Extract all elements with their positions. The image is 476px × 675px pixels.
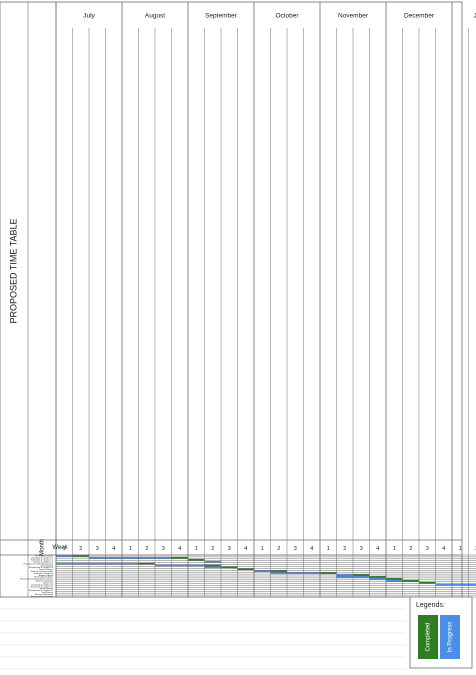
week-label: 1 [63, 546, 66, 552]
in-progress-cell [287, 572, 304, 574]
in-progress-cell [188, 565, 205, 567]
completed-cell [238, 568, 255, 570]
month-header: Month [40, 539, 46, 556]
week-label: 4 [112, 546, 115, 552]
week-label: 1 [393, 546, 396, 552]
week-label: 1 [261, 546, 264, 552]
in-progress-cell [106, 557, 123, 559]
in-progress-cell [353, 576, 370, 578]
week-label: 1 [195, 546, 198, 552]
completed-cell [370, 576, 387, 578]
completed-cell [221, 566, 238, 568]
completed-cell [320, 572, 337, 574]
week-label: 3 [228, 546, 231, 552]
in-progress-cell [155, 557, 172, 559]
completed-cell [419, 582, 436, 584]
week-label: 2 [145, 546, 148, 552]
month-label: November [338, 13, 369, 20]
week-header: Week [52, 545, 68, 551]
in-progress-cell [56, 563, 73, 565]
completed-cell [172, 557, 189, 559]
in-progress-cell [122, 563, 139, 565]
completed-cell [139, 563, 156, 565]
in-progress-cell [452, 584, 469, 586]
in-progress-cell [122, 557, 139, 559]
in-progress-cell [172, 565, 189, 567]
week-label: 3 [360, 546, 363, 552]
table-border [0, 2, 462, 597]
month-label: July [83, 13, 95, 20]
week-label: 3 [294, 546, 297, 552]
in-progress-cell [205, 561, 222, 563]
in-progress-cell [254, 570, 271, 572]
in-progress-cell [205, 566, 222, 568]
in-progress-cell [73, 563, 90, 565]
week-label: 4 [310, 546, 313, 552]
week-label: 1 [129, 546, 132, 552]
in-progress-cell [271, 572, 288, 574]
completed-cell [386, 578, 403, 580]
in-progress-cell [89, 563, 106, 565]
in-progress-cell [106, 563, 123, 565]
week-label: 3 [426, 546, 429, 552]
in-progress-cell [469, 584, 476, 586]
legend-in-progress-label: In Progress [448, 622, 454, 653]
in-progress-cell [89, 557, 106, 559]
completed-cell [188, 559, 205, 561]
legend-completed-label: Completed [426, 622, 432, 651]
week-label: 2 [409, 546, 412, 552]
in-progress-cell [337, 574, 354, 576]
month-label: October [275, 13, 299, 20]
task-label: Printing and Hard Bounding [31, 595, 53, 598]
week-label: 3 [96, 546, 99, 552]
in-progress-cell [370, 578, 387, 580]
completed-cell [353, 574, 370, 576]
legend-title: Legends: [416, 602, 445, 609]
week-label: 4 [178, 546, 181, 552]
week-label: 1 [459, 546, 462, 552]
week-label: 1 [327, 546, 330, 552]
month-label: December [404, 13, 435, 20]
week-label: 2 [277, 546, 280, 552]
week-label: 2 [211, 546, 214, 552]
week-label: 2 [343, 546, 346, 552]
month-label: September [205, 13, 238, 20]
in-progress-cell [304, 572, 321, 574]
in-progress-cell [337, 576, 354, 578]
in-progress-cell [386, 580, 403, 582]
week-label: 3 [162, 546, 165, 552]
table-title: PROPOSED TIME TABLE [8, 218, 18, 323]
week-label: 4 [244, 546, 247, 552]
week-label: 2 [79, 546, 82, 552]
in-progress-cell [155, 565, 172, 567]
month-label: August [145, 13, 165, 20]
completed-cell [205, 565, 222, 567]
completed-cell [403, 580, 420, 582]
in-progress-cell [436, 584, 453, 586]
completed-cell [271, 570, 288, 572]
week-label: 4 [376, 546, 379, 552]
in-progress-cell [139, 557, 156, 559]
week-label: 4 [442, 546, 445, 552]
